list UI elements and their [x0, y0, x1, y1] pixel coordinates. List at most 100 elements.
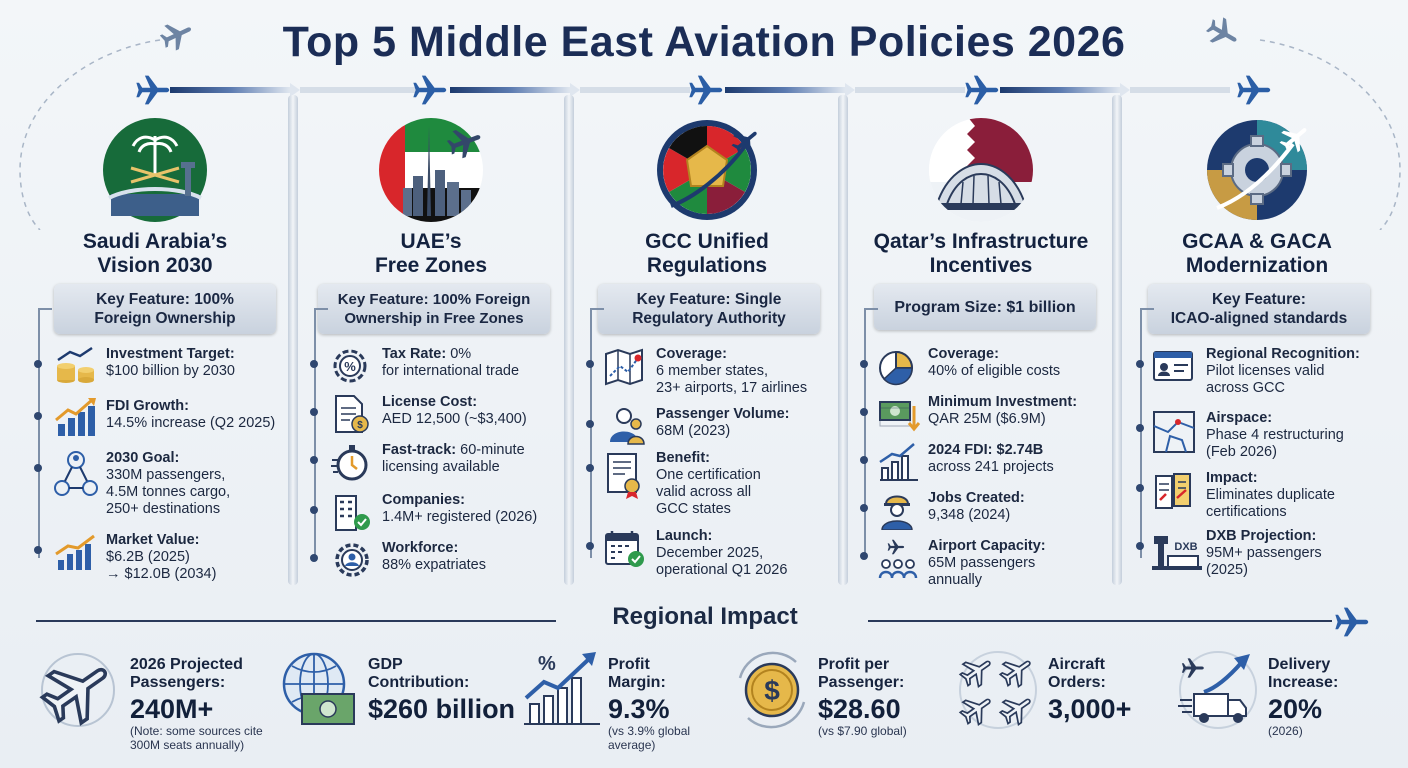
bar-chart-icon [879, 443, 918, 481]
qatar-airport-icon [929, 118, 1033, 222]
bullet-dot [860, 504, 868, 512]
stat-value: 240M+ [130, 694, 214, 724]
delivery-truck-icon [1178, 651, 1257, 729]
column-gcc: GCC Unified Regulations Key Feature: Sing… [576, 110, 838, 590]
svg-text:DXB: DXB [1174, 541, 1197, 553]
list-item: DXB DXB Projection: 95M+ passengers (2025) [1126, 528, 1366, 588]
timeline-line [864, 308, 878, 558]
money-down-icon [879, 401, 920, 432]
stat-value: $28.60 [818, 694, 901, 724]
list-item: Fast-track: 60-minute licensing available [300, 442, 540, 502]
list-item: Impact: Eliminates duplicate certification… [1126, 470, 1366, 530]
bullet-dot [860, 552, 868, 560]
list-item: Investment Target: $100 billion by 2030 [24, 346, 264, 406]
timeline-line [314, 308, 328, 558]
list-item: Workforce: 88% expatriates [300, 540, 540, 600]
map-route-icon [605, 348, 643, 386]
stopwatch-icon [331, 445, 368, 481]
plane-circle-icon [36, 648, 120, 732]
dashed-route-decoration [19, 39, 161, 230]
list-item: Passenger Volume: 68M (2023) [576, 406, 816, 466]
dollar-coin-icon: $ [738, 651, 806, 729]
certificate-icon [607, 453, 640, 499]
svg-text:$: $ [764, 675, 780, 706]
stat-aircraft-orders: Aircraft Orders: 3,000+ [956, 648, 1156, 758]
bullet-dot [586, 420, 594, 428]
stat-value: 3,000+ [1048, 694, 1132, 724]
key-feature-box: Key Feature: Single Regulatory Authority [598, 284, 820, 334]
column-title: GCC Unified Regulations [645, 230, 769, 277]
regional-impact-title: Regional Impact [612, 603, 798, 630]
bullet-dot [310, 506, 318, 514]
globe-money-icon [282, 652, 355, 725]
bullet-dot [1136, 424, 1144, 432]
plane-icon [1206, 16, 1240, 50]
bullet-dot [1136, 360, 1144, 368]
workforce-gear-icon [335, 543, 369, 577]
column-divider [288, 95, 298, 585]
column-title: Qatar’s Infrastructure Incentives [873, 230, 1089, 277]
margin-chart-icon: % [524, 652, 600, 725]
list-item: Airport Capacity: 65M passengers annually [850, 538, 1090, 598]
id-card-icon [1153, 351, 1193, 381]
coins-growth-icon [57, 346, 94, 383]
stat-value: $260 billion [368, 694, 516, 724]
key-feature-box: Key Feature: ICAO-aligned standards [1148, 284, 1370, 334]
list-item: % Tax Rate: 0% for international trade [300, 346, 540, 406]
bullet-dot [310, 408, 318, 416]
timeline-line [1140, 308, 1154, 558]
bar-growth-icon [55, 398, 96, 436]
gcc-emblem-icon [657, 120, 761, 220]
bullet-dot [34, 412, 42, 420]
pie-chart-icon [879, 350, 914, 386]
column-title: UAE’s Free Zones [374, 230, 488, 277]
uae-skyline-icon [379, 118, 485, 222]
airport-capacity-icon [878, 539, 918, 579]
bullet-dot [310, 554, 318, 562]
bullet-dot [34, 546, 42, 554]
list-item: Minimum Investment: QAR 25M ($6.9M) [850, 394, 1090, 454]
percent-gear-icon: % [333, 349, 367, 383]
stat-value: 20% [1268, 694, 1323, 724]
building-check-icon [335, 495, 370, 531]
stat-profit-margin: % Profit Margin: 9.3% (vs 3.9% global aver… [520, 648, 720, 758]
column-qatar: Qatar’s Infrastructure Incentives Program… [850, 110, 1112, 590]
column-divider [564, 95, 574, 585]
saudi-emblem-icon [103, 118, 207, 222]
timeline-line [590, 308, 604, 558]
documents-icon [1155, 473, 1191, 509]
list-item: Coverage: 6 member states, 23+ airports, 1… [576, 346, 816, 406]
bullet-dot [860, 360, 868, 368]
bullet-dot [1136, 484, 1144, 492]
svg-text:$: $ [357, 420, 363, 431]
column-divider [1112, 95, 1122, 585]
bullet-dot [34, 464, 42, 472]
column-saudi: Saudi Arabia’s Vision 2030 Key Feature: 1… [24, 110, 286, 590]
dxb-tower-icon: DXB [1152, 536, 1202, 570]
column-divider [838, 95, 848, 585]
list-item: Benefit: One certification valid across al… [576, 450, 816, 517]
svg-text:%: % [344, 359, 356, 374]
bullet-dot [310, 456, 318, 464]
list-item: Coverage: 40% of eligible costs [850, 346, 1090, 406]
bullet-dot [860, 456, 868, 464]
gear-plane-icon [1207, 118, 1311, 220]
list-item: Jobs Created: 9,348 (2024) [850, 490, 1090, 550]
stat-profit-per-passenger: $ Profit per Passenger: $28.60 (vs $7.90 … [730, 648, 950, 758]
list-item: 2030 Goal: 330M passengers, 4.5M tonnes ca… [24, 450, 264, 517]
bullet-dot [1136, 542, 1144, 550]
page-title: Top 5 Middle East Aviation Policies 2026 [282, 18, 1126, 66]
bullet-dot [34, 360, 42, 368]
column-uae: UAE’s Free Zones Key Feature: 100% Foreig… [300, 110, 562, 590]
column-gcaa: GCAA & GACA Modernization Key Feature: ICA… [1126, 110, 1388, 590]
timeline-line [38, 308, 52, 558]
aircraft-fleet-icon [956, 650, 1039, 731]
network-goal-icon [54, 451, 98, 496]
column-title: Saudi Arabia’s Vision 2030 [82, 230, 228, 277]
list-item: Regional Recognition: Pilot licenses vali… [1126, 346, 1366, 406]
list-item: FDI Growth: 14.5% increase (Q2 2025) [24, 398, 275, 458]
list-item: Market Value: $6.2B (2025) → $12.0B (2034) [24, 532, 264, 592]
bullet-dot [586, 542, 594, 550]
key-feature-box: Program Size: $1 billion [874, 284, 1096, 330]
list-item: 2024 FDI: $2.74B across 241 projects [850, 442, 1090, 502]
